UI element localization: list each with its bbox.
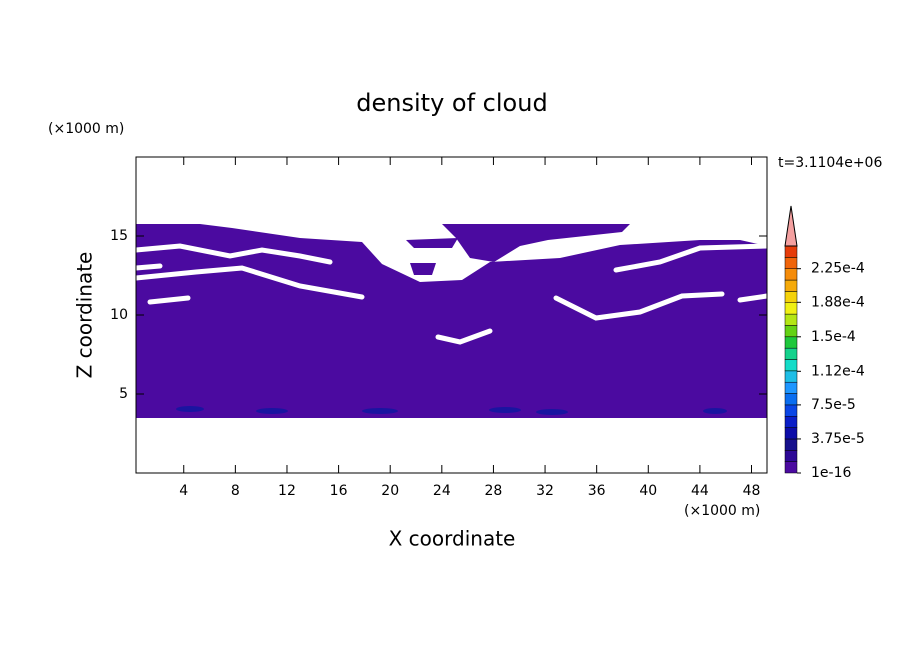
contour-gap — [133, 265, 365, 300]
colorbar-band — [784, 404, 798, 417]
colorbar-band — [784, 336, 798, 349]
y-axis-label: Z coordinate — [73, 252, 97, 379]
colorbar-tick-label: 7.5e-5 — [811, 397, 856, 413]
chart-title: density of cloud — [356, 89, 547, 117]
colorbar-band — [784, 325, 798, 338]
x-tick-label: 28 — [485, 483, 503, 499]
colorbar-band — [784, 416, 798, 428]
colorbar-band — [784, 461, 798, 474]
colorbar-band — [784, 438, 798, 451]
x-tick-label: 4 — [179, 483, 188, 499]
colorbar-band — [784, 268, 798, 281]
contour-gap — [133, 243, 333, 265]
colorbar-over — [784, 205, 798, 247]
contour-gap — [553, 291, 725, 321]
colorbar-band — [784, 245, 798, 258]
contour-patches — [176, 406, 727, 415]
x-unit: (×1000 m) — [684, 503, 760, 519]
colorbar-tick-label: 1.5e-4 — [811, 329, 856, 345]
x-tick-label: 12 — [278, 483, 296, 499]
contour-gap — [133, 263, 163, 271]
y-unit: (×1000 m) — [48, 121, 124, 137]
contour-gap — [737, 293, 770, 303]
x-tick-label: 32 — [536, 483, 554, 499]
colorbar-band — [784, 291, 798, 303]
colorbar-band — [784, 257, 798, 269]
colorbar-tick-label: 1e-16 — [811, 465, 851, 481]
x-tick-label: 44 — [691, 483, 709, 499]
x-tick-label: 20 — [381, 483, 399, 499]
contour-gap — [435, 328, 493, 345]
x-tick-label: 48 — [743, 483, 761, 499]
contour-patch — [176, 406, 204, 412]
x-axis-label: X coordinate — [389, 527, 516, 551]
colorbar-band — [784, 279, 798, 292]
contour-patch — [256, 408, 288, 414]
colorbar-band — [784, 347, 798, 360]
y-tick-label: 5 — [119, 386, 128, 402]
colorbar-tick-label: 3.75e-5 — [811, 431, 865, 447]
x-tick-label: 36 — [588, 483, 606, 499]
colorbar-band — [784, 393, 798, 406]
contour-patch — [703, 408, 727, 414]
contour-patch — [489, 407, 521, 413]
colorbar-band — [784, 370, 798, 383]
colorbar-band — [784, 313, 798, 326]
contour-field — [133, 224, 770, 418]
x-tick-label: 8 — [231, 483, 240, 499]
contour-fill — [136, 224, 767, 418]
contour-gaps — [133, 243, 770, 345]
y-tick-label: 15 — [110, 228, 128, 244]
contour-gap — [147, 295, 191, 305]
contour-patch — [362, 408, 398, 414]
contour-gap — [613, 243, 770, 273]
colorbar-tick-label: 1.88e-4 — [811, 294, 865, 310]
contour-patch — [536, 409, 568, 415]
colorbar-band — [784, 450, 798, 462]
x-tick-label: 40 — [639, 483, 657, 499]
colorbar-tick-label: 2.25e-4 — [811, 261, 865, 277]
x-tick-label: 16 — [330, 483, 348, 499]
colorbar-band — [784, 359, 798, 372]
colorbar-band — [784, 427, 798, 440]
time-label: t=3.1104e+06 — [778, 155, 882, 171]
colorbar-band — [784, 381, 798, 394]
colorbar-band — [784, 302, 798, 315]
colorbar-tick-label: 1.12e-4 — [811, 363, 865, 379]
y-tick-label: 10 — [110, 307, 128, 323]
x-tick-label: 24 — [433, 483, 451, 499]
